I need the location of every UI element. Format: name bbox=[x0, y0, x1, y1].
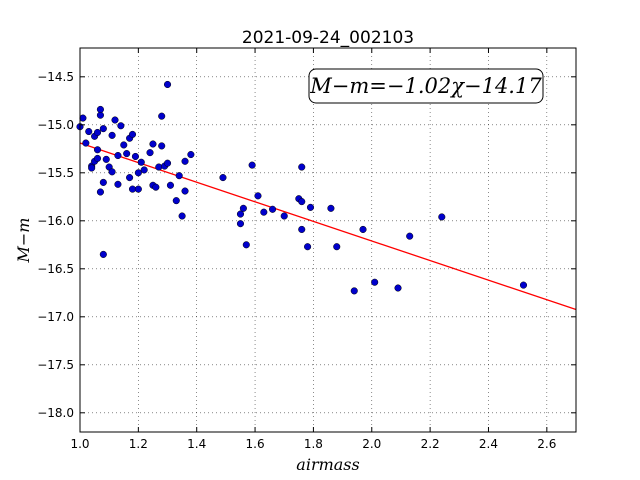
data-point bbox=[248, 161, 256, 169]
fit-line-layer bbox=[79, 142, 577, 311]
data-point bbox=[123, 150, 131, 158]
data-point bbox=[406, 232, 414, 240]
y-tick-label: −17.5 bbox=[37, 358, 74, 372]
data-point bbox=[120, 141, 128, 149]
data-point bbox=[219, 174, 227, 182]
data-point bbox=[99, 125, 107, 133]
data-point bbox=[96, 188, 104, 196]
data-point bbox=[236, 220, 245, 228]
data-points bbox=[76, 80, 528, 295]
data-point bbox=[131, 152, 139, 161]
data-point bbox=[350, 287, 358, 295]
data-point bbox=[137, 158, 145, 166]
data-point bbox=[82, 139, 90, 147]
x-tick-label: 1.0 bbox=[70, 437, 89, 451]
data-point bbox=[304, 243, 312, 251]
data-point bbox=[149, 140, 157, 148]
axis-ticks: 1.0 1.2 1.4 1.6 1.8 2.0 2.2 2.4 2.6 −14.5 −15.0 −15… bbox=[37, 48, 576, 451]
data-point bbox=[438, 213, 446, 221]
data-point bbox=[181, 157, 189, 165]
annotation-box bbox=[308, 68, 544, 104]
data-point bbox=[79, 114, 87, 122]
data-point bbox=[134, 185, 142, 193]
data-point bbox=[187, 151, 195, 159]
data-point bbox=[175, 172, 183, 180]
y-tick-label: −17.0 bbox=[37, 310, 74, 324]
y-axis-label: M−m bbox=[14, 218, 33, 264]
data-point bbox=[333, 243, 341, 251]
x-tick-label: 2.4 bbox=[479, 437, 498, 451]
plot-frame bbox=[79, 47, 577, 433]
data-point bbox=[172, 197, 180, 205]
annotation-text: M−m=−1.02χ−14.17 bbox=[309, 74, 542, 98]
x-tick-label: 1.4 bbox=[187, 437, 206, 451]
data-point bbox=[114, 180, 122, 188]
data-point bbox=[93, 154, 102, 162]
data-point bbox=[111, 116, 119, 124]
x-tick-label: 2.2 bbox=[421, 437, 440, 451]
data-point bbox=[359, 225, 367, 233]
data-point bbox=[394, 284, 402, 292]
data-point bbox=[117, 122, 125, 130]
data-point bbox=[108, 168, 116, 176]
y-tick-label: −15.5 bbox=[37, 166, 74, 180]
data-point bbox=[298, 225, 306, 233]
data-point bbox=[178, 212, 186, 220]
data-point bbox=[99, 250, 107, 258]
data-point bbox=[155, 163, 163, 171]
data-point bbox=[298, 163, 306, 171]
fit-annotation: M−m=−1.02χ−14.17 bbox=[308, 68, 544, 104]
data-point bbox=[242, 241, 250, 249]
data-point bbox=[146, 149, 154, 157]
data-point bbox=[158, 112, 166, 120]
data-point bbox=[88, 164, 96, 172]
data-point bbox=[152, 183, 160, 191]
data-point bbox=[140, 166, 148, 174]
data-point bbox=[327, 204, 335, 212]
data-point bbox=[126, 174, 134, 182]
data-point bbox=[306, 203, 315, 211]
x-axis-label: airmass bbox=[296, 455, 359, 474]
data-point bbox=[519, 281, 528, 289]
y-tick-label: −16.0 bbox=[37, 214, 74, 228]
data-point bbox=[96, 105, 104, 113]
data-point bbox=[163, 159, 172, 167]
data-point bbox=[99, 178, 107, 186]
y-tick-label: −15.0 bbox=[37, 118, 74, 132]
chart-title: 2021-09-24_002103 bbox=[242, 28, 414, 48]
x-tick-label: 2.0 bbox=[362, 437, 381, 451]
data-point bbox=[239, 204, 247, 212]
data-point bbox=[108, 131, 116, 139]
y-tick-label: −18.0 bbox=[37, 406, 74, 420]
data-point bbox=[93, 146, 102, 154]
data-point bbox=[93, 128, 102, 137]
x-tick-label: 1.6 bbox=[246, 437, 265, 451]
data-point bbox=[166, 181, 174, 189]
fit-line bbox=[79, 142, 577, 311]
y-tick-label: −16.5 bbox=[37, 262, 74, 276]
data-point bbox=[114, 151, 122, 160]
data-point bbox=[280, 212, 288, 220]
data-point bbox=[260, 208, 268, 216]
data-point bbox=[85, 127, 93, 136]
data-point bbox=[134, 169, 142, 177]
data-point bbox=[236, 210, 245, 218]
grid bbox=[79, 48, 576, 432]
data-point bbox=[158, 142, 166, 150]
data-point bbox=[254, 192, 262, 200]
data-point bbox=[163, 80, 172, 89]
data-point bbox=[102, 155, 110, 163]
x-tick-label: 1.2 bbox=[129, 437, 148, 451]
data-point bbox=[269, 205, 277, 213]
x-tick-label: 1.8 bbox=[304, 437, 323, 451]
data-point bbox=[371, 278, 379, 286]
y-tick-label: −14.5 bbox=[37, 70, 74, 84]
data-point bbox=[128, 130, 137, 138]
data-point bbox=[181, 187, 189, 195]
data-point bbox=[298, 198, 306, 206]
x-tick-label: 2.6 bbox=[537, 437, 556, 451]
